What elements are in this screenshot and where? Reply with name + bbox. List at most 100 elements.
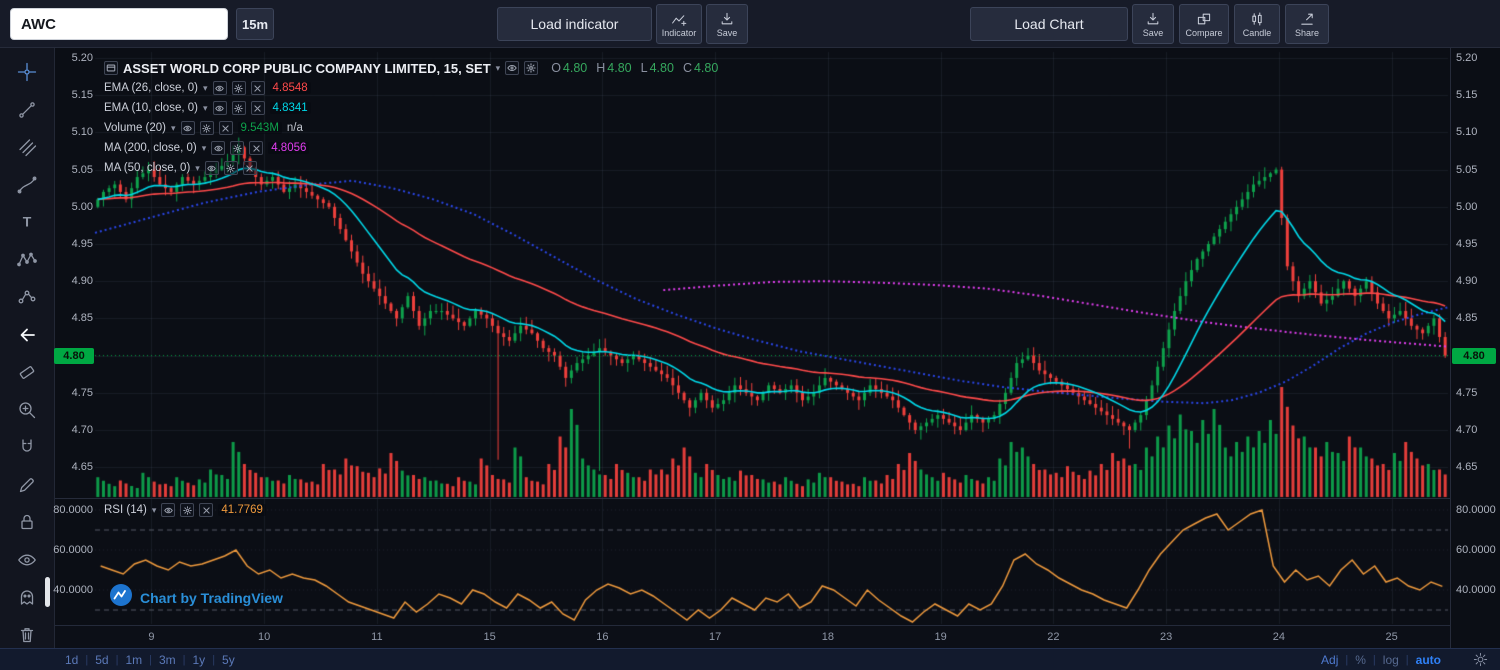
svg-text:T: T [23, 214, 32, 230]
gear-icon[interactable] [180, 503, 194, 517]
gear-icon[interactable] [230, 141, 244, 155]
candle-icon [1248, 11, 1266, 28]
price-axis-label-right: 5.00 [1456, 201, 1477, 213]
range-button-1m[interactable]: 1m [118, 653, 149, 667]
crosshair-icon[interactable] [17, 62, 39, 84]
indicator-value: 4.8056 [268, 142, 309, 154]
magnet-icon[interactable] [17, 437, 39, 459]
eye-icon[interactable] [211, 141, 225, 155]
save-template-button[interactable]: Save [706, 4, 748, 44]
compare-button[interactable]: Compare [1179, 4, 1229, 44]
toolbar-scrollbar[interactable] [45, 577, 50, 607]
forecast-icon[interactable] [17, 287, 39, 309]
share-button[interactable]: Share [1285, 4, 1329, 44]
arrow-left-icon[interactable] [17, 325, 39, 347]
price-axis-label-left: 4.70 [51, 424, 93, 436]
settings-gear-icon[interactable] [1473, 652, 1488, 670]
scale-option-log[interactable]: log [1376, 653, 1406, 667]
indicator-caret[interactable]: ▾ [202, 143, 207, 154]
eye-icon[interactable] [205, 161, 219, 175]
load-indicator-button[interactable]: Load indicator [497, 7, 652, 41]
x-icon[interactable] [243, 161, 257, 175]
price-axis-label-left: 4.65 [51, 461, 93, 473]
save-chart-button[interactable]: Save [1132, 4, 1174, 44]
range-button-3m[interactable]: 3m [152, 653, 183, 667]
rsi-legend: RSI (14)▾41.7769 [104, 503, 266, 517]
rsi-label[interactable]: RSI (14) [104, 504, 147, 516]
chart-legend: ASSET WORLD CORP PUBLIC COMPANY LIMITED,… [104, 58, 718, 178]
symbol-title[interactable]: ASSET WORLD CORP PUBLIC COMPANY LIMITED,… [123, 61, 491, 76]
indicator-label[interactable]: MA (200, close, 0) [104, 142, 197, 154]
range-button-1d[interactable]: 1d [58, 653, 85, 667]
eye-icon[interactable] [213, 81, 227, 95]
share-label: Share [1295, 29, 1319, 38]
price-axis-label-left: 5.10 [51, 126, 93, 138]
scale-option-auto[interactable]: auto [1409, 653, 1448, 667]
x-icon[interactable] [249, 141, 263, 155]
xabcd-icon[interactable] [17, 250, 39, 272]
pitchfork-icon[interactable] [17, 137, 39, 159]
candle-style-button[interactable]: Candle [1234, 4, 1280, 44]
range-button-5d[interactable]: 5d [88, 653, 115, 667]
load-chart-button[interactable]: Load Chart [970, 7, 1128, 41]
time-axis-label: 15 [484, 631, 496, 643]
zoom-icon[interactable] [17, 400, 39, 422]
time-axis-label: 25 [1386, 631, 1398, 643]
ghost-icon[interactable] [17, 587, 39, 609]
x-icon[interactable] [219, 121, 233, 135]
indicator-caret[interactable]: ▾ [171, 123, 176, 134]
x-icon[interactable] [251, 81, 265, 95]
symbol-input[interactable] [10, 8, 228, 40]
time-axis[interactable]: 91011151617181922232425 [55, 625, 1450, 648]
eye-icon[interactable] [181, 121, 195, 135]
indicator-caret[interactable]: ▾ [203, 103, 208, 114]
trend-line-icon[interactable] [17, 100, 39, 122]
price-axis-label-left: 5.00 [51, 201, 93, 213]
price-axis-label-right: 5.20 [1456, 52, 1477, 64]
symbol-dropdown-caret[interactable]: ▾ [496, 63, 501, 74]
price-axis-label-right: 5.05 [1456, 164, 1477, 176]
gear-icon[interactable] [232, 101, 246, 115]
watermark-text: Chart by TradingView [140, 590, 283, 606]
text-icon[interactable]: T [17, 212, 39, 234]
x-icon[interactable] [251, 101, 265, 115]
gear-icon[interactable] [200, 121, 214, 135]
eye-icon[interactable] [213, 101, 227, 115]
indicator-value: 4.8548 [270, 82, 311, 94]
rsi-caret[interactable]: ▾ [152, 505, 157, 516]
legend-settings-icon[interactable] [524, 61, 538, 75]
legend-collapse-icon[interactable] [104, 61, 118, 75]
trash-icon[interactable] [17, 625, 39, 647]
eye-icon[interactable] [161, 503, 175, 517]
gear-icon[interactable] [232, 81, 246, 95]
indicator-button[interactable]: Indicator [656, 4, 702, 44]
price-axis-label-left: 4.75 [51, 387, 93, 399]
eraser-icon[interactable] [17, 362, 39, 384]
trading-platform: 15m Load indicator Indicator Save Load C… [0, 0, 1500, 670]
indicator-label[interactable]: MA (50, close, 0) [104, 162, 190, 174]
range-button-5y[interactable]: 5y [215, 653, 242, 667]
scale-option-adj[interactable]: Adj [1314, 653, 1345, 667]
range-button-1y[interactable]: 1y [186, 653, 213, 667]
edit-icon[interactable] [17, 475, 39, 497]
lock-icon[interactable] [17, 512, 39, 534]
tradingview-watermark[interactable]: Chart by TradingView [110, 584, 283, 611]
current-price-tag: 4.80 [54, 348, 94, 364]
indicator-label[interactable]: Volume (20) [104, 122, 166, 134]
price-axis-label-right: 4.90 [1456, 275, 1477, 287]
gear-icon[interactable] [224, 161, 238, 175]
indicator-label[interactable]: EMA (10, close, 0) [104, 102, 198, 114]
scale-option-%[interactable]: % [1348, 653, 1373, 667]
rsi-axis-label-right: 60.0000 [1456, 544, 1496, 556]
eye-icon[interactable] [17, 550, 39, 572]
save-icon [718, 11, 736, 28]
indicator-caret[interactable]: ▾ [195, 163, 200, 174]
x-icon[interactable] [199, 503, 213, 517]
indicator-caret[interactable]: ▾ [203, 83, 208, 94]
indicator-label[interactable]: EMA (26, close, 0) [104, 82, 198, 94]
brush-icon[interactable] [17, 175, 39, 197]
interval-button[interactable]: 15m [236, 8, 274, 40]
ohlc-o: O4.80 [551, 61, 587, 75]
price-axis-label-left: 5.15 [51, 89, 93, 101]
legend-eye-icon[interactable] [505, 61, 519, 75]
